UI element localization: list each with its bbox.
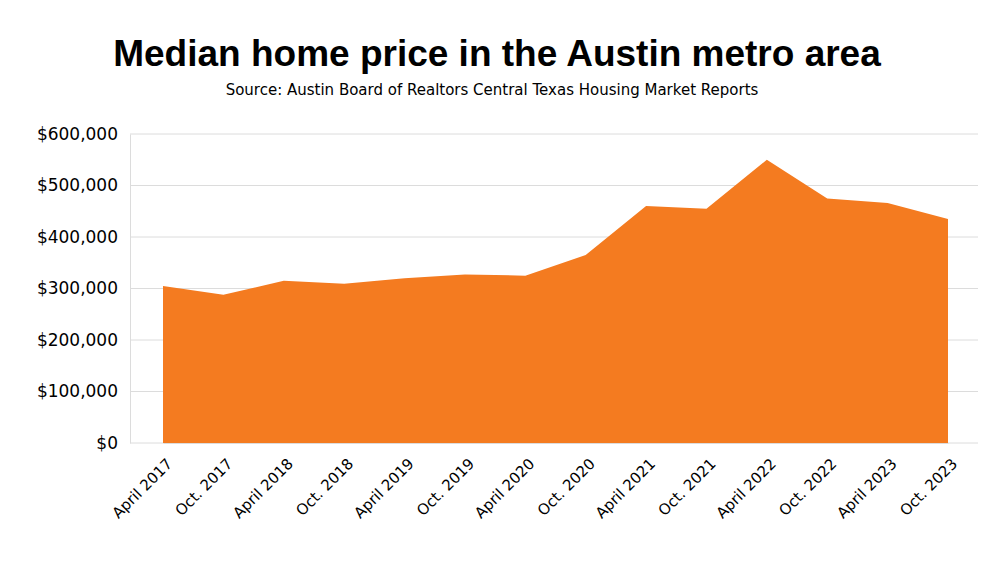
subtitle: Source: Austin Board of Realtors Central… <box>226 81 759 99</box>
x-tick: April 2022 <box>713 455 780 522</box>
y-tick-label: $0 <box>96 433 118 453</box>
y-tick-label: $600,000 <box>37 124 118 144</box>
x-tick: Oct. 2022 <box>775 455 840 520</box>
x-axis: April 2017Oct. 2017April 2018Oct. 2018Ap… <box>109 444 961 523</box>
x-tick: Oct. 2017 <box>172 455 237 520</box>
x-tick-label: Oct. 2019 <box>413 455 478 520</box>
y-tick: $600,000 <box>37 124 130 144</box>
x-tick: April 2020 <box>471 455 538 522</box>
y-tick-label: $200,000 <box>37 330 118 350</box>
x-tick: April 2017 <box>109 455 176 522</box>
grid-line <box>130 134 978 135</box>
y-tick-label: $400,000 <box>37 227 118 247</box>
plot-area <box>163 160 948 443</box>
x-tick: April 2018 <box>229 455 296 522</box>
x-tick-label: April 2017 <box>109 455 176 522</box>
x-tick-label: April 2021 <box>592 455 659 522</box>
grid <box>130 134 978 443</box>
x-tick-label: Oct. 2023 <box>896 455 961 520</box>
area <box>163 160 948 443</box>
x-tick-label: April 2020 <box>471 455 538 522</box>
y-tick-label: $500,000 <box>37 175 118 195</box>
x-tick-label: April 2022 <box>713 455 780 522</box>
x-tick-label: Oct. 2018 <box>292 455 357 520</box>
x-tick: April 2021 <box>592 455 659 522</box>
x-tick-label: Oct. 2020 <box>534 455 599 520</box>
y-tick-label: $300,000 <box>37 278 118 298</box>
y-tick: $0 <box>96 433 130 453</box>
y-tick: $400,000 <box>37 227 130 247</box>
grid-line <box>130 185 978 186</box>
chart: Median home price in the Austin metro ar… <box>0 0 1000 563</box>
x-tick-label: Oct. 2017 <box>172 455 237 520</box>
x-tick-label: Oct. 2022 <box>775 455 840 520</box>
y-axis: $0 $100,000 $200,000 $300,000 $400,000 $500,0… <box>37 124 131 453</box>
y-tick: $200,000 <box>37 330 130 350</box>
x-tick-label: Oct. 2021 <box>655 455 720 520</box>
x-tick: April 2019 <box>350 455 417 522</box>
x-tick: Oct. 2020 <box>534 455 599 520</box>
x-tick: Oct. 2019 <box>413 455 478 520</box>
x-tick: Oct. 2023 <box>896 455 961 520</box>
x-tick-label: April 2019 <box>350 455 417 522</box>
y-tick: $100,000 <box>37 381 130 401</box>
x-tick: April 2023 <box>833 455 900 522</box>
x-tick-label: April 2018 <box>229 455 296 522</box>
y-tick: $500,000 <box>37 175 130 195</box>
y-axis-line <box>130 135 131 444</box>
x-axis-line <box>164 443 949 444</box>
y-tick-label: $100,000 <box>37 381 118 401</box>
x-tick: Oct. 2021 <box>655 455 720 520</box>
x-tick-label: April 2023 <box>833 455 900 522</box>
title: Median home price in the Austin metro ar… <box>113 33 881 74</box>
x-tick: Oct. 2018 <box>292 455 357 520</box>
y-tick: $300,000 <box>37 278 130 298</box>
